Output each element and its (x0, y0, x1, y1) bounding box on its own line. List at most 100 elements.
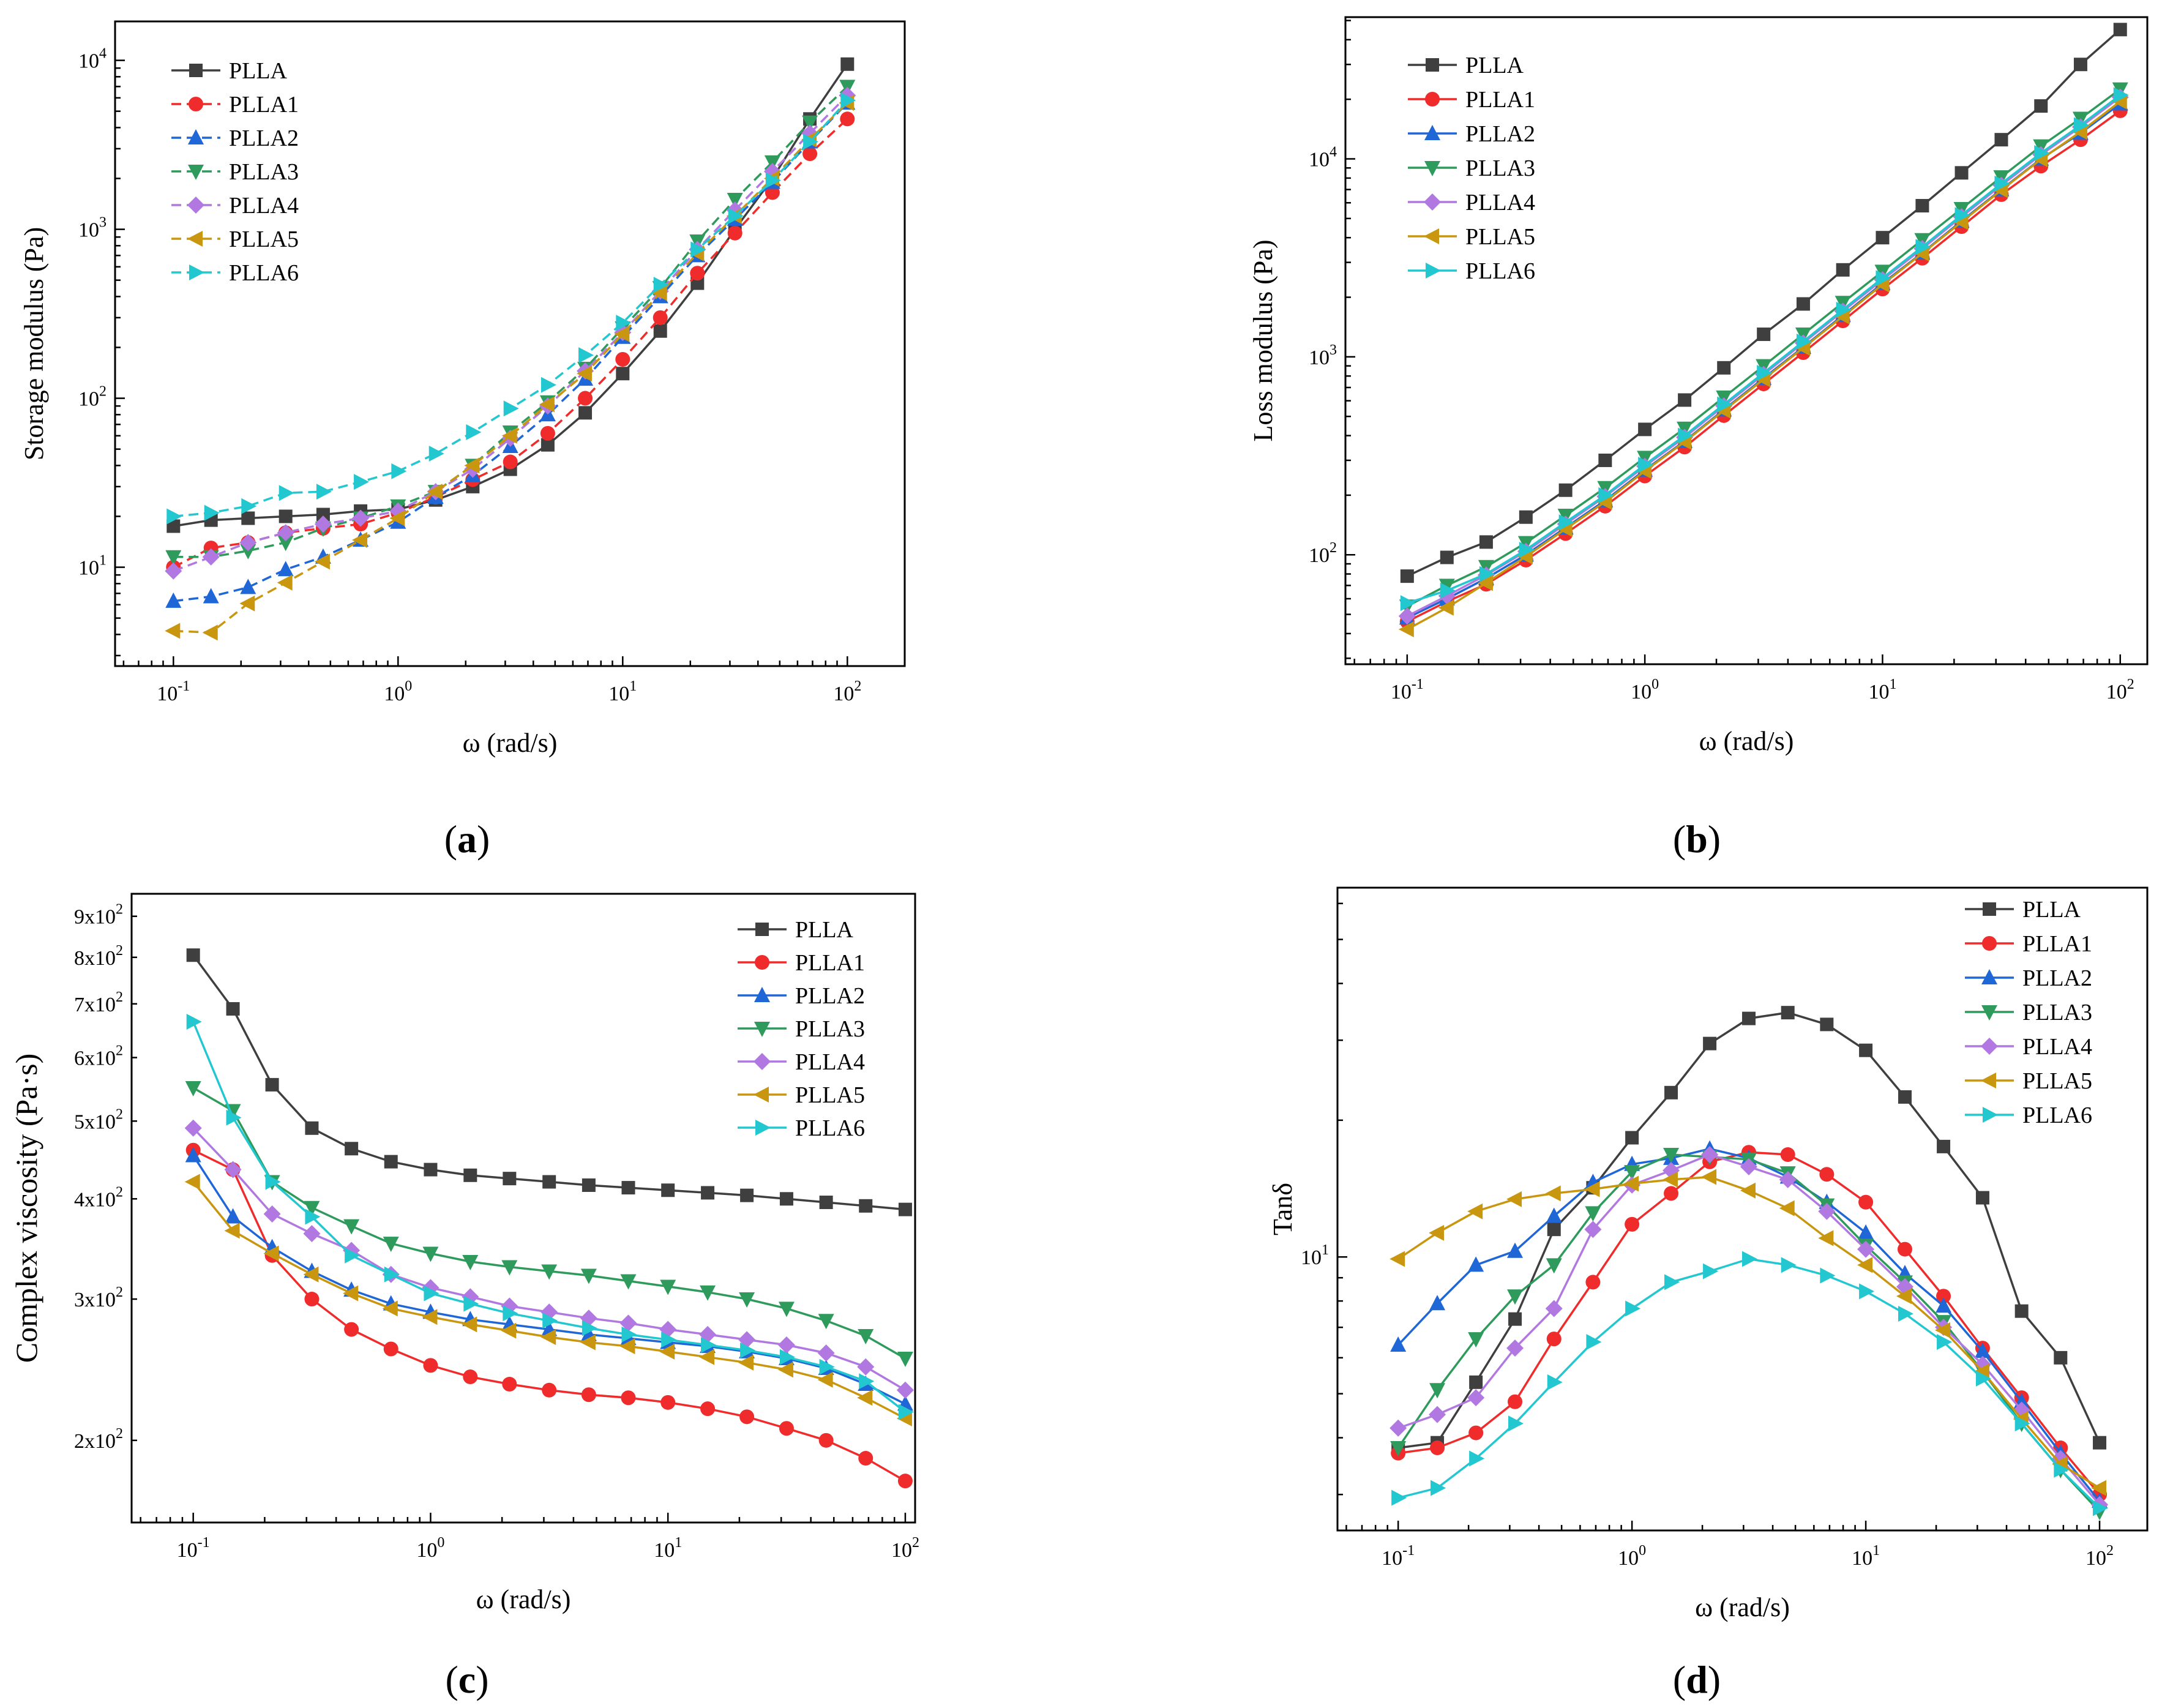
data-point (701, 1186, 715, 1200)
data-point (539, 396, 555, 413)
series-line (192, 1021, 906, 1413)
data-point (1859, 1283, 1875, 1300)
data-point (840, 111, 855, 127)
panel-label: (b) (1673, 817, 1721, 861)
x-tick-label: 102 (833, 678, 861, 705)
series-plla2 (1390, 1140, 2108, 1508)
y-axis-label: Complex viscosity (Pa·s) (9, 1054, 43, 1363)
data-point (1678, 393, 1692, 407)
legend-marker (754, 1087, 769, 1103)
data-point (352, 509, 370, 527)
data-point (1391, 1489, 1407, 1506)
series-line (1397, 1175, 2100, 1489)
data-point (185, 1081, 201, 1097)
data-point (1876, 270, 1891, 287)
data-point (739, 1409, 755, 1425)
series-plla1 (1391, 1145, 2108, 1502)
data-point (621, 1326, 637, 1343)
data-point (619, 1338, 635, 1355)
data-point (2054, 1461, 2070, 1478)
data-point (817, 1371, 833, 1388)
data-point (304, 1200, 320, 1216)
data-point (898, 1202, 912, 1216)
data-point (819, 1358, 835, 1375)
data-point (1664, 1186, 1679, 1201)
data-point (1429, 1295, 1446, 1311)
data-point (1623, 1175, 1639, 1192)
data-point (857, 1358, 875, 1376)
data-point (1897, 1242, 1912, 1257)
data-point (501, 1322, 517, 1339)
data-point (621, 1390, 636, 1406)
data-point (166, 519, 181, 533)
legend-label: PLLA6 (229, 260, 299, 286)
y-tick-label: 7x102 (74, 989, 123, 1016)
data-point (1545, 1300, 1563, 1317)
data-point (540, 425, 555, 441)
series-line (1397, 1257, 2101, 1509)
data-point (165, 562, 182, 580)
data-point (1663, 1171, 1678, 1188)
data-point (765, 172, 781, 189)
data-point (779, 1349, 795, 1365)
data-point (1546, 1258, 1562, 1274)
data-point (1717, 361, 1731, 375)
data-point (1506, 1191, 1522, 1207)
data-point (184, 1119, 202, 1137)
legend-marker (754, 1022, 770, 1037)
data-point (1796, 297, 1810, 311)
data-point (577, 365, 593, 382)
data-point (304, 1292, 320, 1307)
data-point (1507, 1242, 1524, 1258)
data-point (1547, 1374, 1563, 1390)
data-point (503, 1172, 517, 1186)
data-point (1936, 1297, 1952, 1313)
data-point (2093, 1436, 2107, 1450)
data-point (1558, 483, 1573, 497)
data-point (2073, 58, 2087, 72)
data-point (1469, 1375, 1483, 1389)
data-point (701, 1336, 717, 1353)
legend-label: PLLA5 (795, 1082, 865, 1108)
x-tick-label: 100 (416, 1535, 444, 1562)
data-point (1584, 1221, 1602, 1238)
legend-label: PLLA4 (2022, 1034, 2092, 1060)
panel-label: (a) (444, 817, 490, 861)
data-point (840, 92, 856, 108)
data-point (1585, 1275, 1601, 1290)
data-point (427, 484, 443, 500)
data-point (1703, 1263, 1719, 1279)
x-axis-label: ω (rad/s) (1695, 1592, 1790, 1622)
data-point (1915, 239, 1931, 255)
data-point (1584, 1181, 1600, 1197)
data-point (240, 544, 256, 560)
data-point (225, 1208, 241, 1224)
data-point (204, 504, 220, 521)
data-point (2113, 87, 2129, 103)
series-plla6 (166, 92, 856, 525)
series-plla5 (1390, 1169, 2107, 1496)
y-axis-label: Storage modulus (Pa) (19, 227, 49, 460)
data-point (777, 1336, 795, 1354)
x-tick-label: 101 (1852, 1543, 1880, 1570)
data-point (540, 438, 555, 452)
data-point (728, 208, 744, 224)
data-point (226, 1109, 242, 1126)
data-point (1390, 1251, 1405, 1267)
data-point (1898, 1090, 1912, 1104)
data-point (779, 1421, 794, 1436)
data-point (740, 1188, 754, 1202)
data-point (165, 623, 181, 639)
legend-label: PLLA (795, 917, 854, 943)
data-point (817, 1344, 835, 1362)
legend-label: PLLA5 (2022, 1068, 2092, 1094)
data-point (897, 1352, 913, 1368)
data-point (1857, 1240, 1875, 1258)
data-point (1429, 1383, 1446, 1399)
data-point (778, 1302, 795, 1317)
chart-panel-b: 10-1 100 101 102 102 103 104 ω (rad/s) Loss modu… (1248, 16, 2149, 861)
data-point (1973, 1363, 1989, 1380)
y-tick-label: 104 (78, 46, 107, 73)
data-point (541, 1264, 558, 1280)
